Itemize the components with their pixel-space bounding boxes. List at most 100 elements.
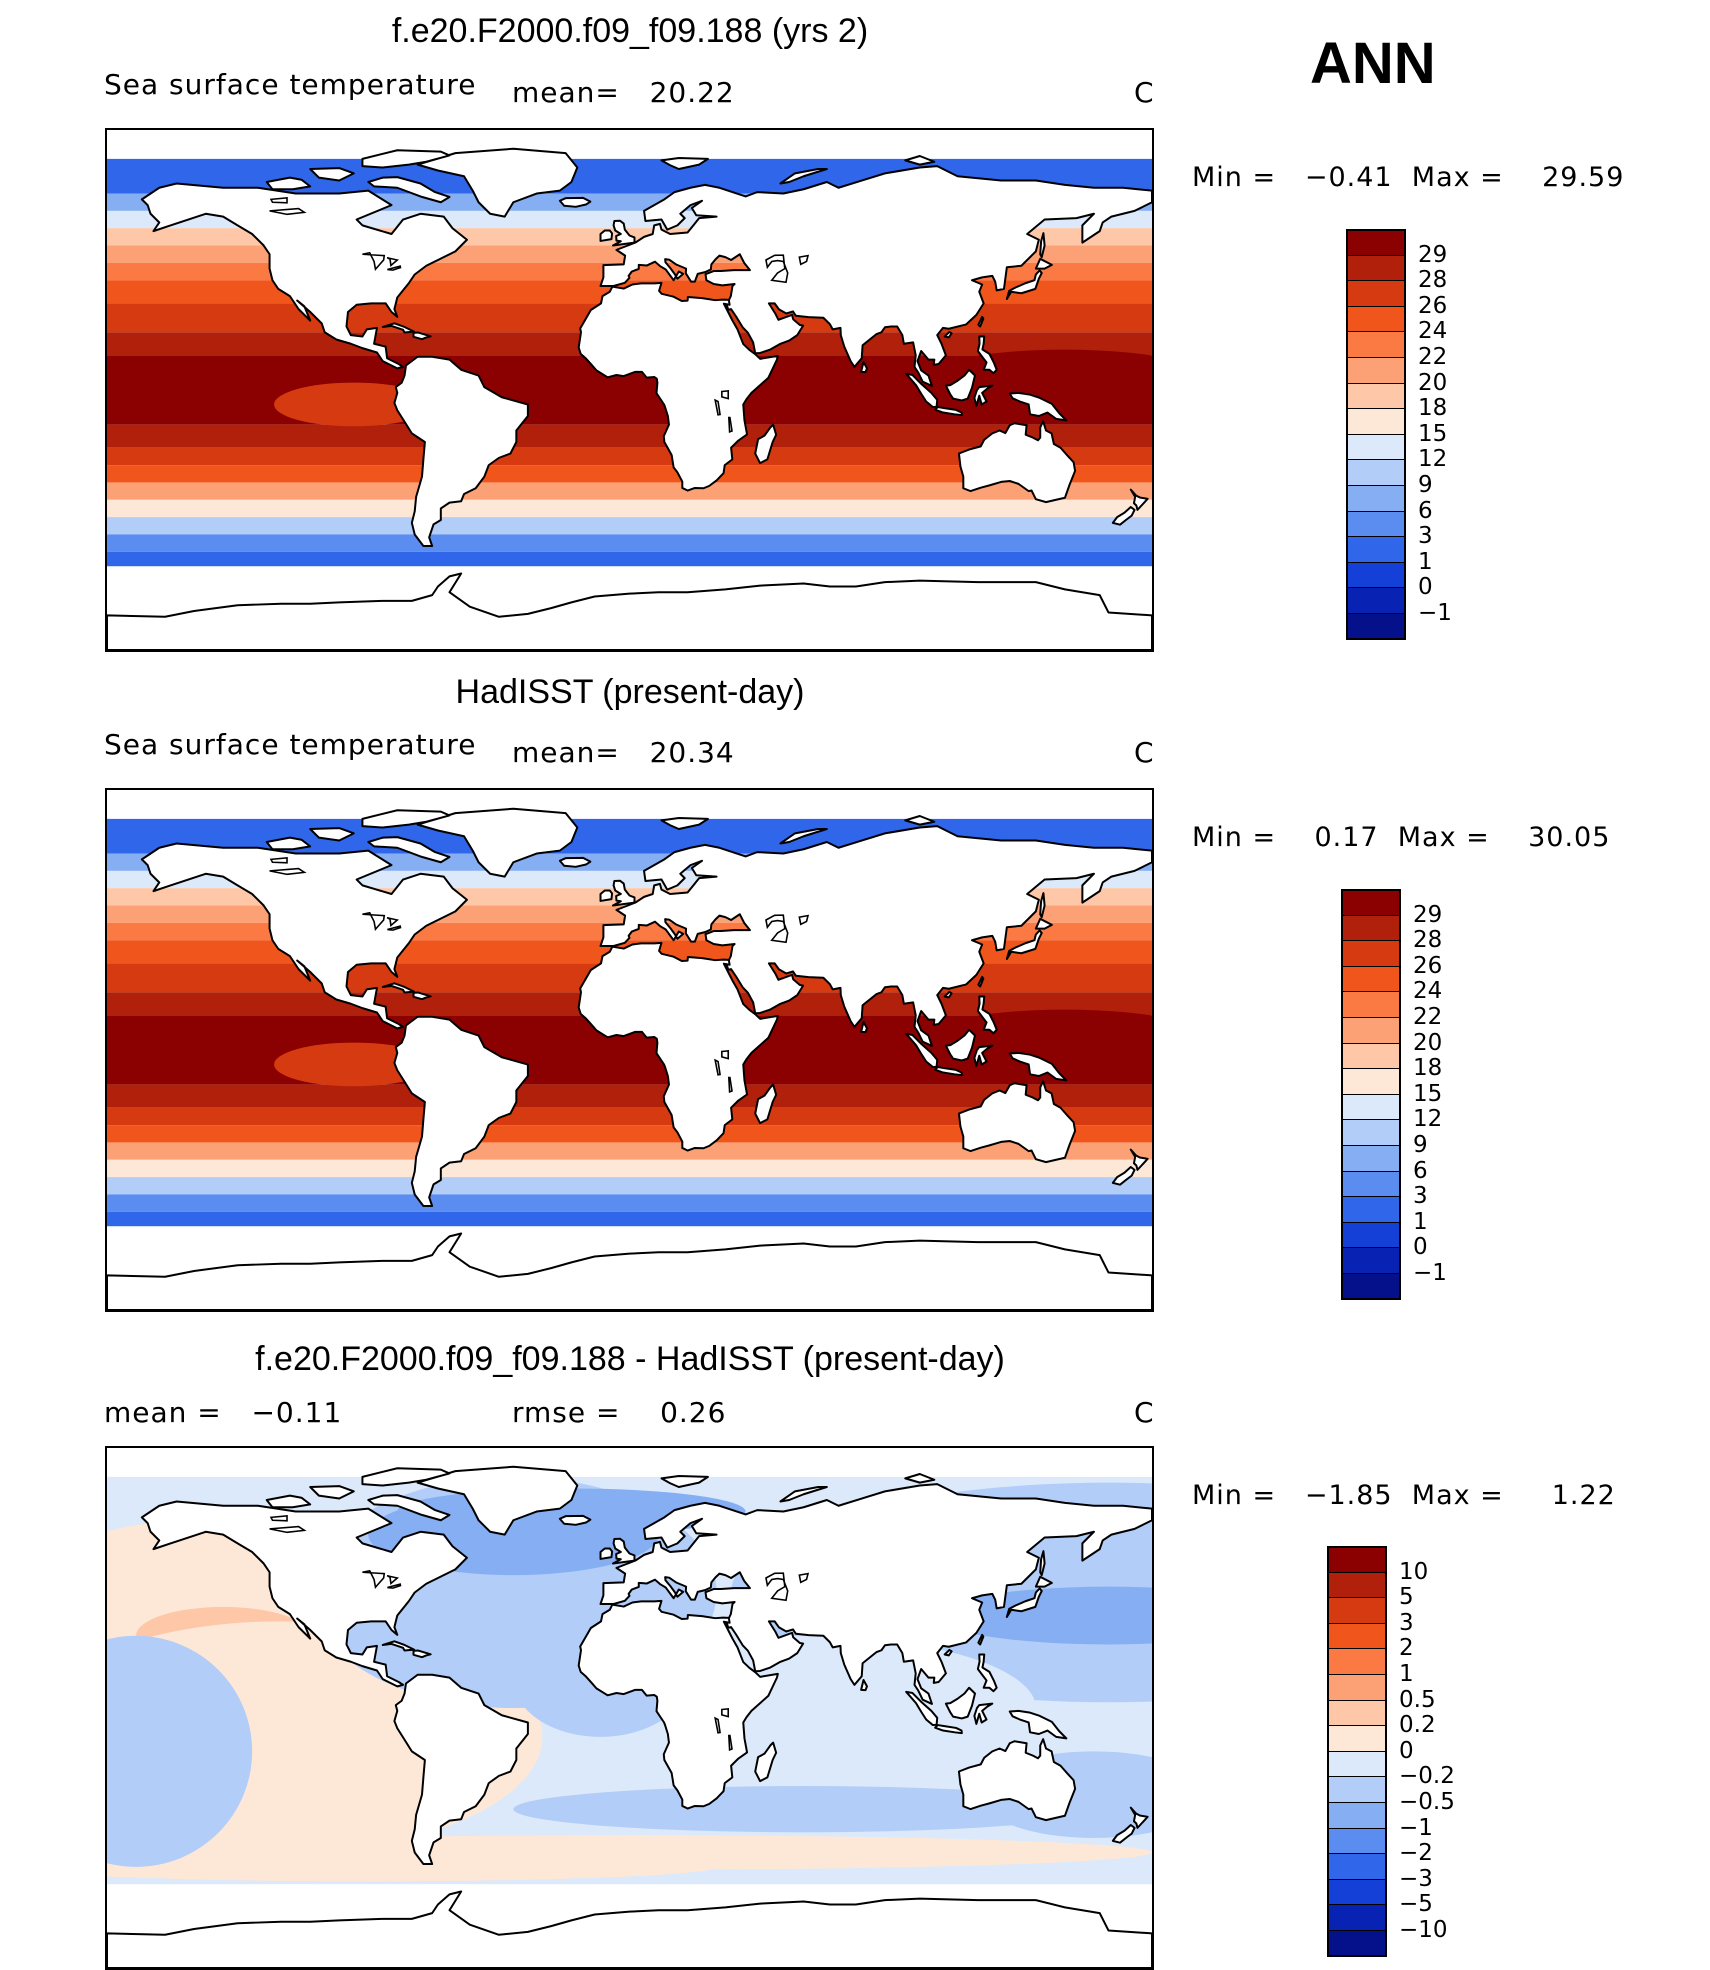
panel-1-subtitle-mid: mean= 20.22 bbox=[512, 76, 735, 109]
colorbar-box bbox=[1346, 331, 1406, 358]
world-map-graphic bbox=[107, 1448, 1152, 1968]
colorbar-box bbox=[1346, 561, 1406, 589]
panel-3-unit: C bbox=[1134, 1396, 1155, 1429]
panel-3-map bbox=[105, 1446, 1154, 1970]
colorbar-label: −2 bbox=[1399, 1840, 1433, 1867]
colorbar-box bbox=[1346, 280, 1406, 307]
colorbar-box bbox=[1327, 1802, 1387, 1829]
colorbar-label: 28 bbox=[1413, 927, 1443, 954]
panel-3-subtitle-mid: rmse = 0.26 bbox=[512, 1396, 727, 1429]
colorbar-box bbox=[1341, 1119, 1401, 1146]
colorbar-label: 9 bbox=[1418, 472, 1433, 498]
colorbar-box bbox=[1327, 1597, 1387, 1624]
colorbar-box bbox=[1341, 1042, 1401, 1070]
colorbar-box bbox=[1346, 536, 1406, 563]
colorbar-box bbox=[1346, 229, 1406, 256]
colorbar-box bbox=[1341, 1196, 1401, 1223]
colorbar-label: 29 bbox=[1418, 241, 1448, 268]
colorbar-box bbox=[1327, 1622, 1387, 1650]
world-map-graphic bbox=[107, 790, 1152, 1310]
colorbar-label: 1 bbox=[1418, 548, 1433, 575]
panel-2-unit: C bbox=[1134, 736, 1155, 769]
colorbar-box bbox=[1327, 1750, 1387, 1778]
panel-3-subtitle-left: mean = −0.11 bbox=[104, 1396, 343, 1429]
colorbar-label: 28 bbox=[1418, 267, 1448, 294]
colorbar-box bbox=[1341, 1247, 1401, 1274]
colorbar-box bbox=[1341, 889, 1401, 916]
panel-2-minmax: Min = 0.17 Max = 30.05 bbox=[1192, 822, 1611, 853]
colorbar-label: −0.5 bbox=[1399, 1789, 1455, 1815]
colorbar-box bbox=[1341, 1068, 1401, 1095]
colorbar-label: 0 bbox=[1413, 1234, 1428, 1261]
colorbar-label: 3 bbox=[1418, 523, 1433, 550]
colorbar-label: −0.2 bbox=[1399, 1763, 1455, 1790]
colorbar-label: −1 bbox=[1399, 1814, 1433, 1841]
colorbar-label: 15 bbox=[1413, 1080, 1443, 1107]
colorbar-box bbox=[1327, 1904, 1387, 1931]
colorbar-label: 0 bbox=[1418, 574, 1433, 601]
colorbar-label: 6 bbox=[1418, 497, 1433, 524]
colorbar-label: 24 bbox=[1418, 318, 1448, 345]
colorbar-label: 5 bbox=[1399, 1584, 1414, 1611]
colorbar-label: 0.5 bbox=[1399, 1686, 1436, 1713]
colorbar-label: 22 bbox=[1418, 344, 1448, 370]
colorbar-label: 26 bbox=[1418, 292, 1448, 319]
colorbar-label: 2 bbox=[1399, 1635, 1414, 1662]
colorbar-box bbox=[1346, 382, 1406, 410]
panel-2-map bbox=[105, 788, 1154, 1312]
colorbar-box bbox=[1346, 459, 1406, 486]
colorbar-label: 12 bbox=[1418, 446, 1448, 473]
colorbar-label: 6 bbox=[1413, 1157, 1428, 1184]
colorbar-label: −5 bbox=[1399, 1891, 1433, 1918]
colorbar-box bbox=[1327, 1930, 1387, 1957]
colorbar-label: 20 bbox=[1413, 1029, 1443, 1056]
colorbar-box bbox=[1327, 1648, 1387, 1675]
colorbar-box bbox=[1341, 940, 1401, 967]
colorbar-label: 22 bbox=[1413, 1004, 1443, 1030]
colorbar-label: 9 bbox=[1413, 1132, 1428, 1158]
panel-3-minmax: Min = −1.85 Max = 1.22 bbox=[1192, 1480, 1616, 1511]
colorbar-label: 10 bbox=[1399, 1558, 1429, 1585]
colorbar-box bbox=[1341, 1017, 1401, 1044]
colorbar-box bbox=[1327, 1853, 1387, 1880]
panel-1-title: f.e20.F2000.f09_f09.188 (yrs 2) bbox=[391, 12, 869, 50]
colorbar-label: 1 bbox=[1399, 1661, 1414, 1687]
colorbar-label: 20 bbox=[1418, 369, 1448, 396]
colorbar-label: 3 bbox=[1413, 1183, 1428, 1210]
colorbar-box bbox=[1346, 613, 1406, 640]
colorbar-label: 26 bbox=[1413, 952, 1443, 979]
panel-2-subtitle-left: Sea surface temperature bbox=[104, 728, 477, 761]
colorbar-box bbox=[1346, 254, 1406, 282]
colorbar-label: −1 bbox=[1413, 1260, 1447, 1286]
colorbar-box bbox=[1346, 587, 1406, 614]
colorbar-box bbox=[1341, 1273, 1401, 1300]
colorbar-box bbox=[1341, 991, 1401, 1018]
colorbar-box bbox=[1346, 485, 1406, 512]
colorbar-label: −10 bbox=[1399, 1917, 1448, 1943]
colorbar-box bbox=[1341, 1093, 1401, 1121]
colorbar-label: 3 bbox=[1399, 1609, 1414, 1636]
colorbar-label: −3 bbox=[1399, 1865, 1433, 1892]
colorbar-box bbox=[1327, 1776, 1387, 1803]
colorbar-label: 0.2 bbox=[1399, 1712, 1436, 1739]
colorbar-box bbox=[1341, 1145, 1401, 1172]
colorbar-box bbox=[1341, 1170, 1401, 1198]
colorbar-box bbox=[1327, 1571, 1387, 1599]
panel-2-subtitle-mid: mean= 20.34 bbox=[512, 736, 735, 769]
panel-1-subtitle-left: Sea surface temperature bbox=[104, 68, 477, 101]
colorbar-box bbox=[1341, 914, 1401, 942]
colorbar-box bbox=[1341, 1221, 1401, 1249]
colorbar-box bbox=[1327, 1827, 1387, 1855]
panel-2-title: HadISST (present-day) bbox=[455, 673, 805, 711]
colorbar-box bbox=[1346, 357, 1406, 384]
panel-1-minmax: Min = −0.41 Max = 29.59 bbox=[1192, 162, 1625, 193]
colorbar-box bbox=[1346, 433, 1406, 461]
colorbar-label: 15 bbox=[1418, 420, 1448, 447]
colorbar-label: 24 bbox=[1413, 978, 1443, 1005]
colorbar-label: −1 bbox=[1418, 600, 1452, 626]
season-label: ANN bbox=[1310, 31, 1436, 96]
colorbar-box bbox=[1327, 1725, 1387, 1752]
panel-1-map bbox=[105, 128, 1154, 652]
colorbar-box bbox=[1327, 1699, 1387, 1727]
colorbar-label: 18 bbox=[1413, 1055, 1443, 1082]
